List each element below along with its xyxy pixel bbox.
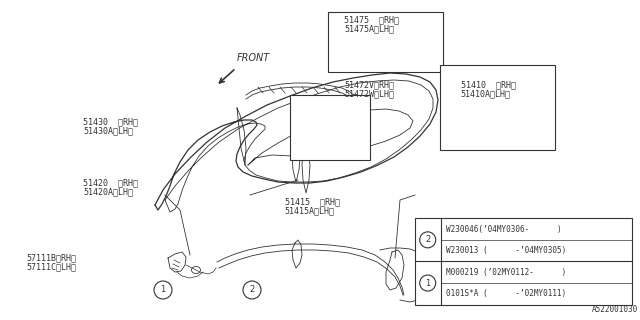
Text: 0101S*A (      -’02MY0111): 0101S*A ( -’02MY0111) [445,289,566,298]
Text: 51430  〈RH〉: 51430 〈RH〉 [83,117,138,126]
Text: W230046(’04MY0306-      ): W230046(’04MY0306- ) [445,225,561,234]
Circle shape [420,275,436,291]
Text: 51475  〈RH〉: 51475 〈RH〉 [344,15,399,24]
Bar [415,218,632,305]
Bar [440,65,555,150]
Text: 51475A〈LH〉: 51475A〈LH〉 [344,24,394,33]
Text: 51410  〈RH〉: 51410 〈RH〉 [461,80,516,89]
Ellipse shape [191,267,200,274]
Text: 51410A〈LH〉: 51410A〈LH〉 [461,89,511,98]
Text: 51420  〈RH〉: 51420 〈RH〉 [83,178,138,187]
Text: 57111B〈RH〉: 57111B〈RH〉 [27,253,77,262]
Circle shape [154,281,172,299]
Text: 51472V〈RH〉: 51472V〈RH〉 [344,80,394,89]
Text: 51472W〈LH〉: 51472W〈LH〉 [344,89,394,98]
Text: 2: 2 [250,285,255,294]
Text: A522001030: A522001030 [592,305,638,314]
Text: 51430A〈LH〉: 51430A〈LH〉 [83,126,133,135]
Circle shape [420,232,436,248]
Text: W230013 (      -’04MY0305): W230013 ( -’04MY0305) [445,246,566,255]
Bar [328,12,443,72]
Text: M000219 (’02MY0112-      ): M000219 (’02MY0112- ) [445,268,566,277]
Text: 1: 1 [425,278,430,288]
Text: 51415A〈LH〉: 51415A〈LH〉 [285,207,335,216]
Bar [290,95,370,160]
Text: FRONT: FRONT [237,53,270,63]
Text: 51415  〈RH〉: 51415 〈RH〉 [285,198,340,207]
Text: 57111C〈LH〉: 57111C〈LH〉 [27,262,77,271]
Circle shape [243,281,261,299]
Text: 1: 1 [161,285,166,294]
Text: 51420A〈LH〉: 51420A〈LH〉 [83,187,133,196]
Text: 2: 2 [425,235,430,244]
